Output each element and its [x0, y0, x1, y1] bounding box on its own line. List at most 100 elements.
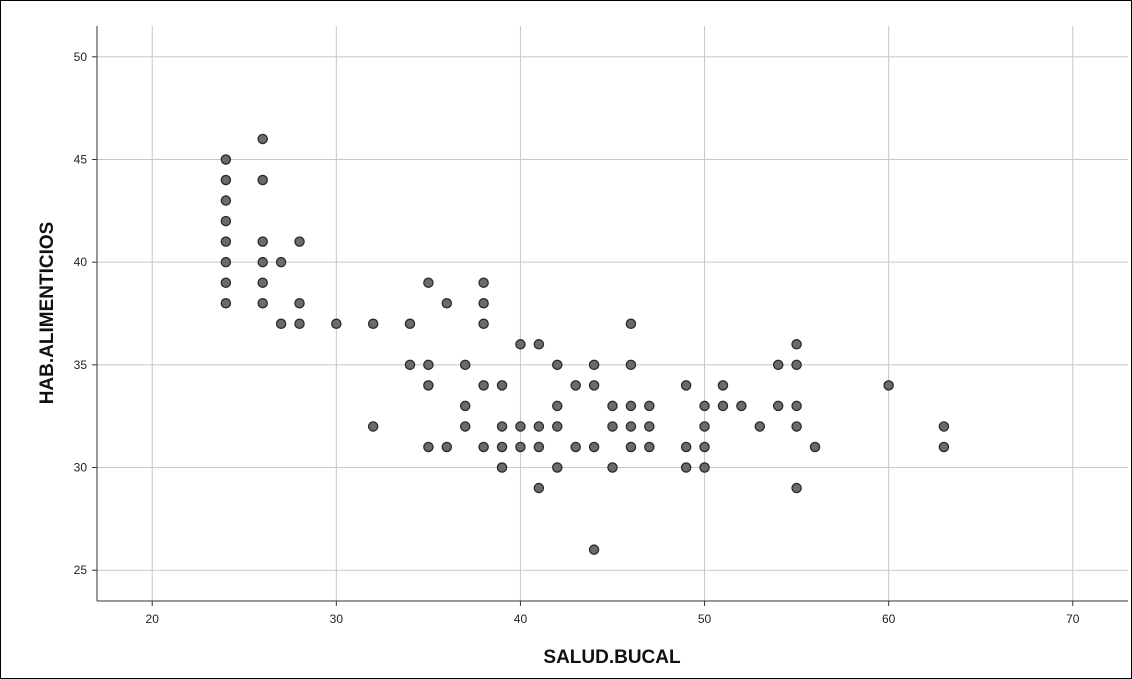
x-axis-title: SALUD.BUCAL — [543, 647, 681, 668]
data-point — [533, 421, 545, 432]
data-point — [367, 318, 379, 330]
data-point — [220, 154, 232, 165]
data-point — [496, 441, 508, 453]
data-point — [257, 236, 268, 247]
data-point — [423, 277, 434, 288]
data-point — [257, 256, 268, 268]
data-point — [607, 462, 618, 473]
data-point — [275, 318, 287, 330]
data-point — [644, 441, 655, 453]
y-tick-label: 35 — [74, 358, 88, 372]
data-point — [625, 421, 637, 432]
data-point — [607, 421, 618, 432]
data-point — [533, 339, 545, 350]
data-point — [459, 421, 471, 432]
data-point — [220, 215, 232, 227]
data-point — [257, 174, 268, 186]
data-point — [331, 318, 342, 330]
data-point — [533, 482, 545, 494]
data-point — [404, 318, 416, 330]
data-point — [607, 400, 618, 412]
data-point — [772, 359, 784, 371]
data-point — [423, 359, 434, 371]
data-point — [478, 380, 489, 391]
data-point — [257, 277, 268, 288]
data-point — [496, 380, 508, 391]
y-tick-label: 30 — [74, 461, 88, 475]
data-point — [515, 441, 526, 453]
data-point — [552, 462, 563, 473]
data-point — [220, 195, 232, 206]
data-point — [699, 462, 710, 473]
data-point — [570, 380, 581, 391]
data-point — [220, 236, 232, 247]
y-tick-label: 50 — [74, 50, 88, 64]
tick-labels: 20 30 40 50 60 70 25 30 35 40 45 50 — [74, 50, 1080, 626]
data-point — [772, 400, 784, 412]
data-point — [938, 441, 950, 453]
data-point — [220, 277, 232, 288]
data-point — [699, 441, 710, 453]
data-point — [404, 359, 416, 371]
y-tick-label: 45 — [74, 152, 88, 166]
data-point — [736, 400, 747, 412]
data-point — [478, 297, 489, 309]
x-tick-label: 70 — [1066, 612, 1080, 626]
data-point — [791, 339, 802, 350]
data-point — [699, 400, 710, 412]
data-point — [257, 297, 268, 309]
data-points — [220, 133, 950, 555]
data-point — [275, 256, 287, 268]
x-tick-label: 50 — [698, 612, 712, 626]
data-point — [680, 441, 692, 453]
data-point — [625, 400, 637, 412]
data-point — [478, 318, 489, 330]
data-point — [680, 462, 692, 473]
data-point — [552, 359, 563, 371]
data-point — [809, 441, 821, 453]
data-point — [459, 400, 471, 412]
y-tick-label: 40 — [74, 255, 88, 269]
data-point — [294, 236, 305, 247]
data-point — [717, 400, 729, 412]
grid-lines — [97, 26, 1128, 601]
data-point — [570, 441, 581, 453]
axes — [96, 26, 1128, 602]
data-point — [588, 441, 600, 453]
data-point — [220, 256, 232, 268]
data-point — [644, 421, 655, 432]
data-point — [791, 482, 802, 494]
data-point — [791, 400, 802, 412]
data-point — [441, 297, 453, 309]
data-point — [423, 380, 434, 391]
data-point — [754, 421, 766, 432]
data-point — [625, 441, 637, 453]
data-point — [680, 380, 692, 391]
data-point — [588, 380, 600, 391]
data-point — [220, 297, 232, 309]
data-point — [478, 441, 489, 453]
y-axis-title: HAB.ALIMENTICIOS — [37, 222, 58, 405]
data-point — [257, 133, 268, 145]
data-point — [588, 544, 600, 555]
data-point — [938, 421, 950, 432]
data-point — [552, 400, 563, 412]
data-point — [423, 441, 434, 453]
data-point — [496, 421, 508, 432]
y-tick-label: 25 — [74, 563, 88, 577]
data-point — [367, 421, 379, 432]
data-point — [533, 441, 545, 453]
data-point — [515, 339, 526, 350]
data-point — [644, 400, 655, 412]
x-tick-label: 20 — [146, 612, 160, 626]
data-point — [459, 359, 471, 371]
data-point — [515, 421, 526, 432]
data-point — [294, 297, 305, 309]
data-point — [883, 380, 894, 391]
data-point — [791, 421, 802, 432]
x-tick-label: 30 — [330, 612, 344, 626]
data-point — [588, 359, 600, 371]
data-point — [220, 174, 232, 186]
